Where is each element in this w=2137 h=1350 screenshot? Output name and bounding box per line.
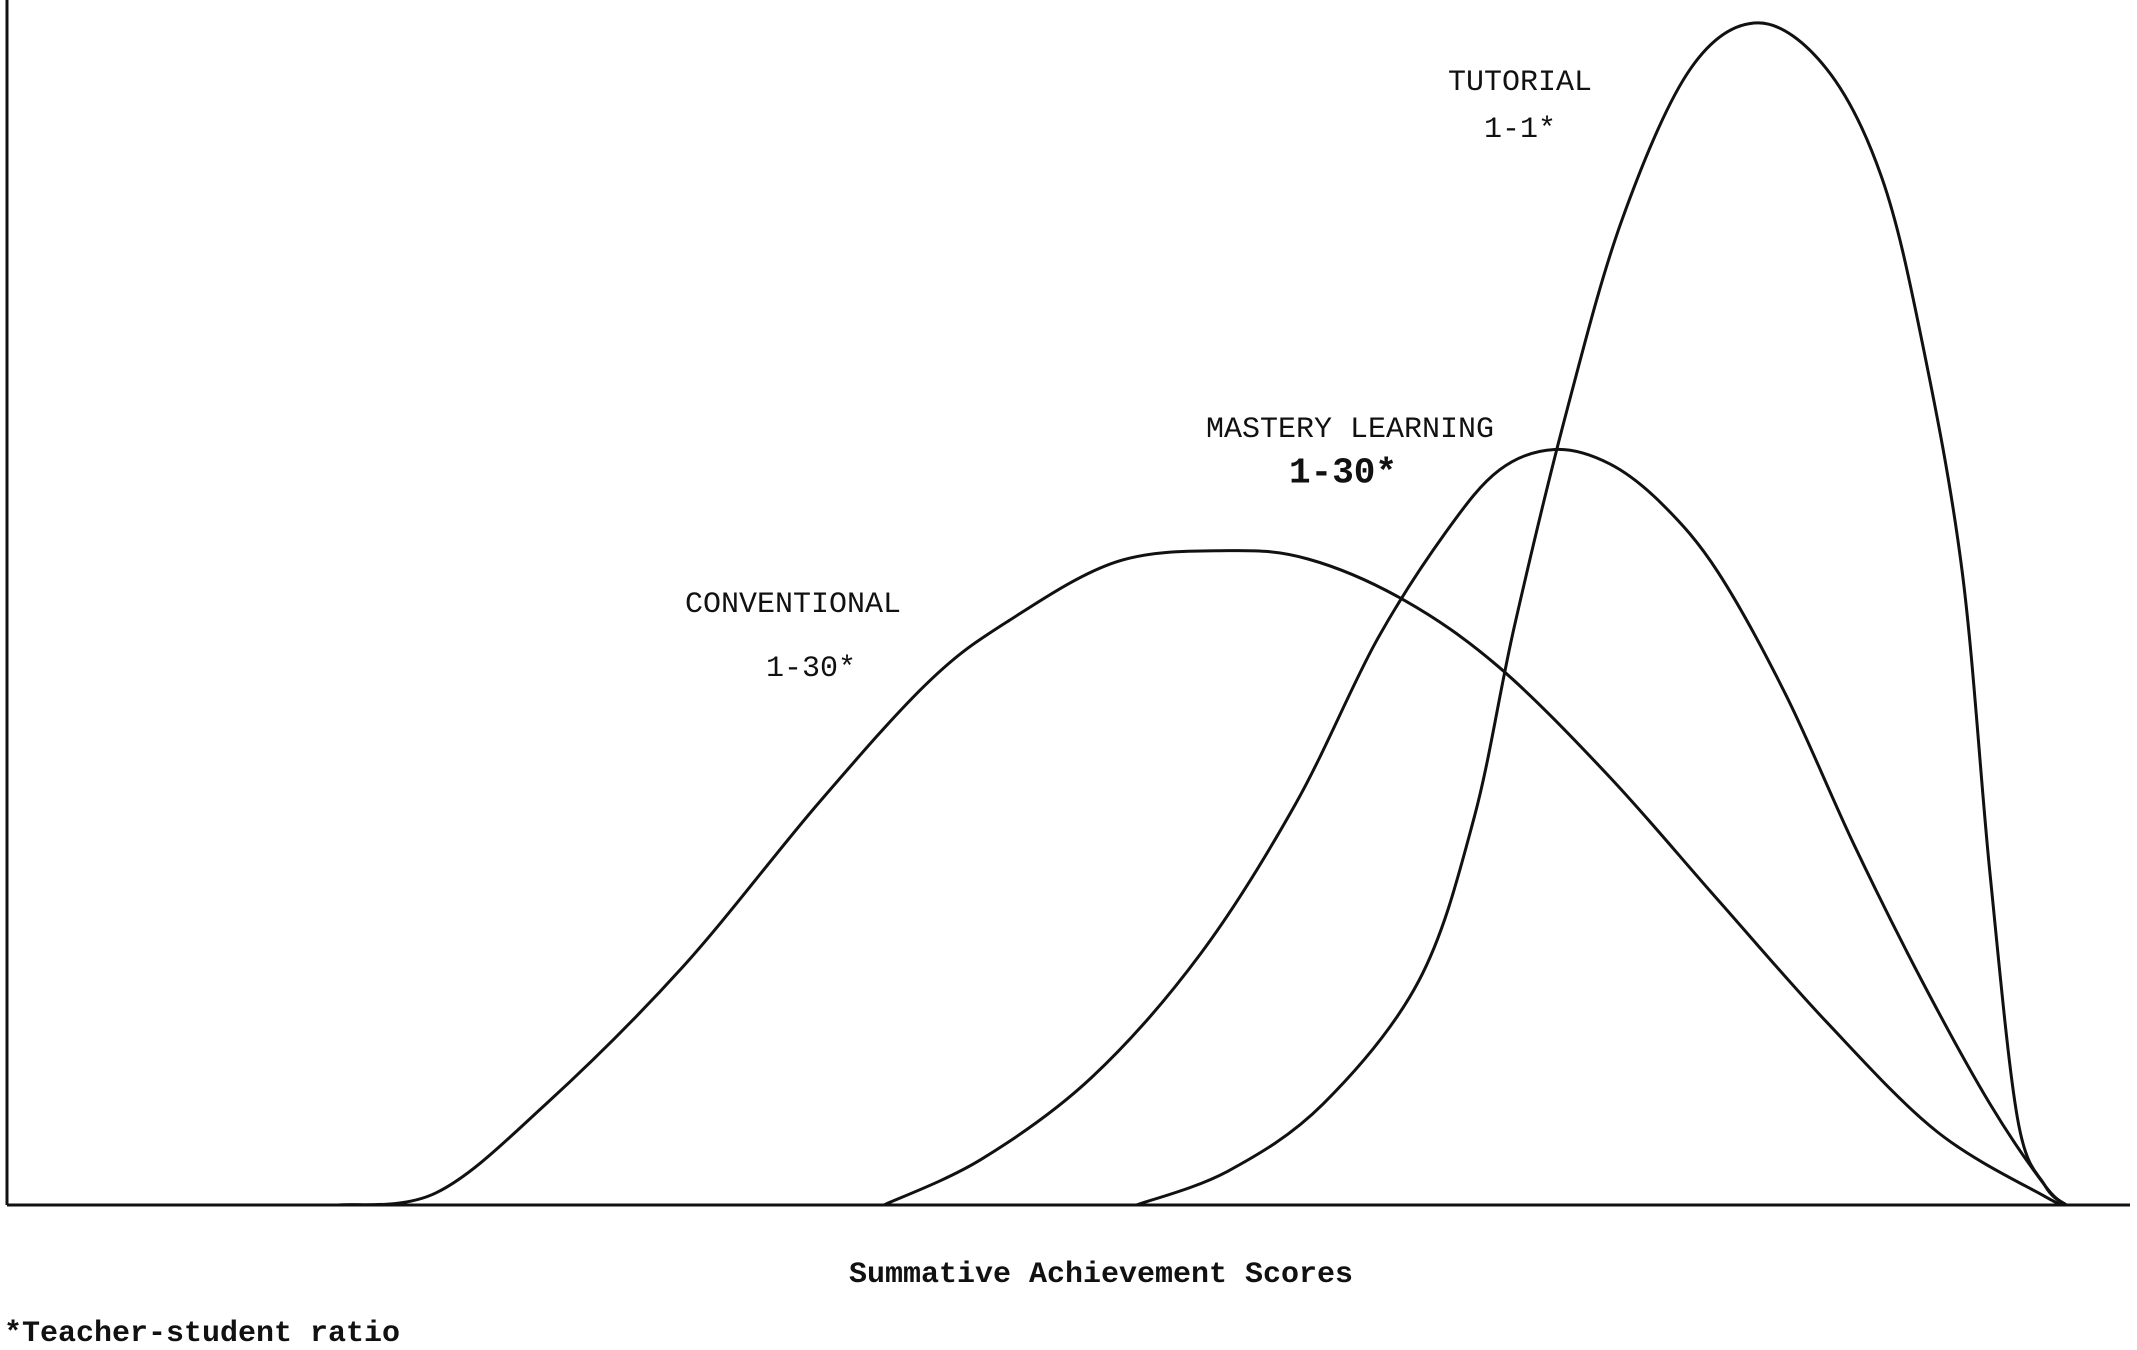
footnote: *Teacher-student ratio	[4, 1317, 400, 1350]
curve-ratio: 1-30*	[766, 652, 856, 686]
curve-label: MASTERY LEARNING	[1206, 413, 1494, 447]
curve-ratio: 1-30*	[1289, 453, 1397, 494]
curve-label: CONVENTIONAL	[685, 588, 901, 622]
distribution-curve	[1135, 21, 2068, 1207]
curve-label: TUTORIAL	[1448, 66, 1592, 100]
curve-ratio: 1-1*	[1484, 113, 1556, 147]
distribution-curve	[883, 447, 2068, 1207]
x-axis-label: Summative Achievement Scores	[849, 1258, 1353, 1292]
distribution-curve	[338, 549, 2067, 1207]
